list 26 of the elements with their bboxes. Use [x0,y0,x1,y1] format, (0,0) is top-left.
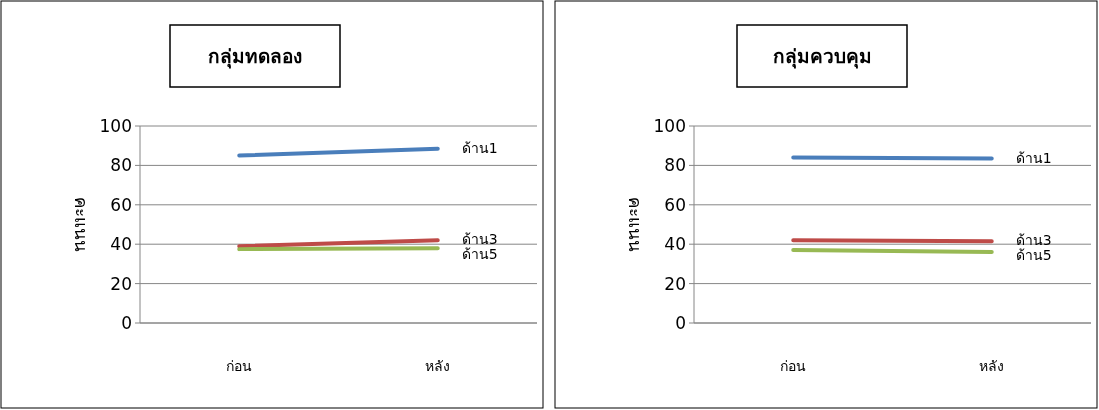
x-tick-label: ก่อน [226,358,253,374]
y-tick-label: 20 [110,273,132,294]
chart-title: กลุ่มควบคุม [772,45,872,69]
series-label: ด้าน1 [461,139,498,156]
y-tick-label: 60 [110,194,132,215]
y-tick-label: 100 [653,116,686,136]
y-tick-label: 40 [110,234,132,255]
series-label: ด้าน1 [1015,149,1052,166]
y-tick-label: 100 [99,116,132,136]
x-tick-label: หลัง [979,358,1005,374]
chart-title: กลุ่มทดลอง [208,45,302,69]
series-label: ด้าน3 [1015,232,1052,249]
series-label: ด้าน3 [461,231,498,248]
y-tick-label: 40 [664,234,686,255]
y-tick-label: 80 [110,155,132,176]
y-tick-label: 20 [664,273,686,294]
series-label: ด้าน5 [1015,247,1052,264]
y-axis-title: คะแนน [625,197,645,252]
y-tick-label: 60 [664,194,686,215]
x-tick-label: หลัง [425,358,451,374]
y-axis-title: คะแนน [71,197,91,252]
x-tick-label: ก่อน [780,358,807,374]
y-tick-label: 0 [675,313,686,333]
y-tick-label: 0 [121,313,132,333]
y-tick-label: 80 [664,155,686,176]
series-label: ด้าน5 [461,246,498,263]
